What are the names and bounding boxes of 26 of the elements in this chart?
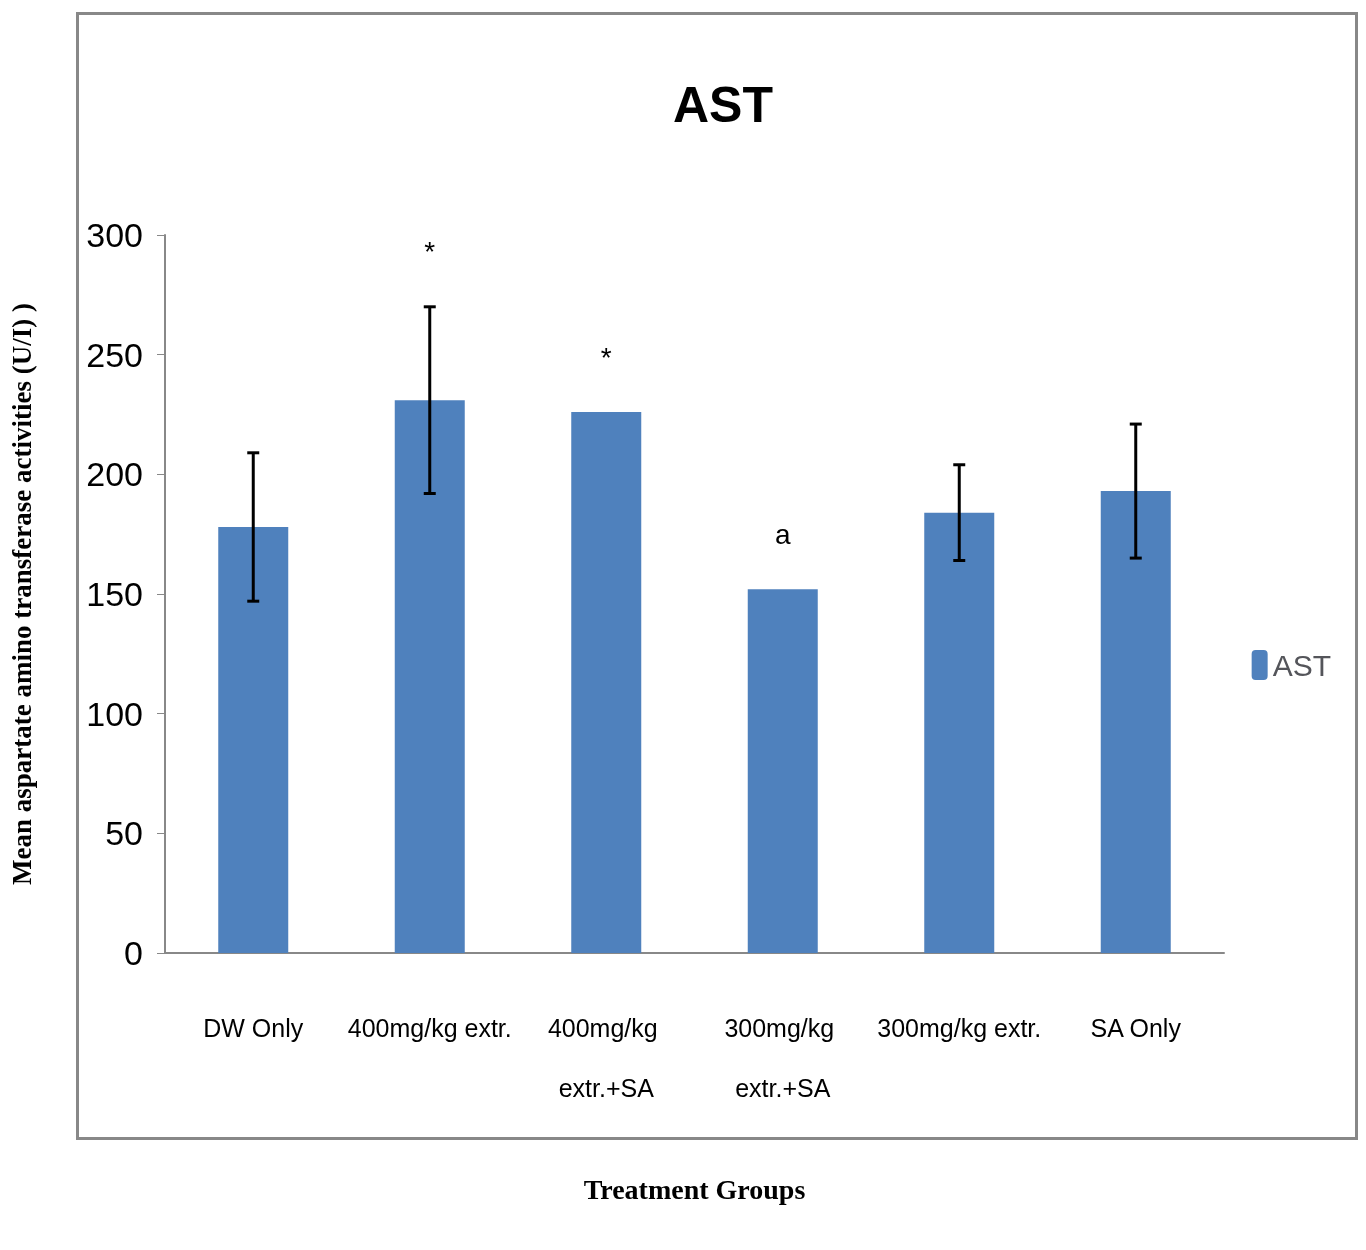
annotation: *	[424, 236, 436, 268]
bar	[571, 412, 642, 953]
annotation: a	[774, 518, 791, 550]
bar	[1100, 491, 1171, 953]
category-label: 300mg/kg extr.+SA	[724, 1014, 835, 1102]
y-tick-label: 150	[86, 575, 143, 613]
x-tick-label: DW Only	[203, 1014, 304, 1042]
y-tick-label: 50	[105, 814, 143, 853]
category-label: 400mg/kg extr.+SA	[547, 1014, 658, 1102]
x-axis-title: Treatment Groups	[583, 1173, 806, 1205]
y-tick-label: 0	[124, 934, 143, 972]
y-tick-label: 100	[86, 694, 143, 733]
legend-label: AST	[1272, 648, 1332, 682]
y-axis-title: Mean aspartate amino transferase activities (U/I) )	[6, 303, 37, 885]
bar	[924, 512, 995, 953]
x-tick-label: 400mg/kg extr.	[347, 1014, 512, 1042]
annotation: *	[600, 341, 612, 373]
chart-title: AST	[673, 77, 773, 133]
bar	[218, 526, 289, 953]
x-tick-label: 300mg/kg extr.	[877, 1014, 1042, 1042]
bar	[394, 400, 465, 953]
y-tick-label: 300	[86, 216, 143, 254]
bar	[747, 589, 818, 953]
y-tick-label: 250	[86, 335, 143, 374]
y-tick-label: 200	[86, 455, 143, 494]
x-tick-label: SA Only	[1090, 1014, 1182, 1042]
